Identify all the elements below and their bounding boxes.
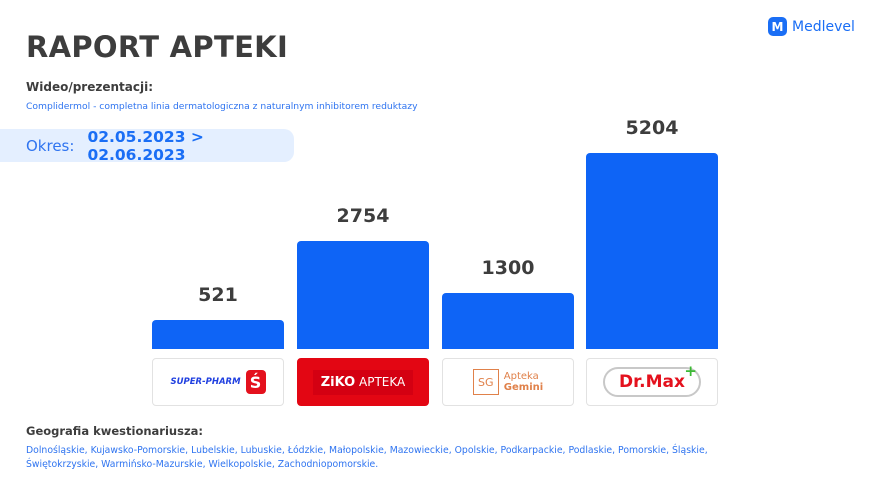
logo-ziko: ZiKO APTEKA bbox=[297, 358, 429, 406]
ziko-apteka: APTEKA bbox=[355, 374, 406, 389]
period-value: 02.05.2023 > 02.06.2023 bbox=[87, 127, 204, 164]
super-pharm-icon: Ś bbox=[245, 370, 266, 394]
geography-heading: Geografia kwestionariusza: bbox=[26, 424, 203, 438]
data-label: 1300 bbox=[481, 256, 535, 279]
gemini-line1: Apteka bbox=[503, 370, 539, 382]
logo-gemini: SG Apteka Gemini bbox=[442, 358, 574, 406]
data-label: 5204 bbox=[625, 117, 679, 140]
data-label: 521 bbox=[198, 284, 238, 307]
subtitle: Wideo/prezentacji: bbox=[26, 80, 153, 94]
bar-2 bbox=[442, 292, 574, 349]
gemini-text: Apteka Gemini bbox=[504, 371, 543, 394]
brand-name: Medlevel bbox=[792, 18, 855, 35]
ziko-bold: ZiKO bbox=[320, 374, 356, 390]
bar-0 bbox=[152, 320, 284, 349]
logo-drmax: Dr.Max + bbox=[586, 358, 718, 406]
medlevel-icon: M bbox=[768, 17, 787, 36]
geography-regions: Dolnośląskie, Kujawsko-Pomorskie, Lubels… bbox=[26, 445, 708, 470]
period-banner: Okres: 02.05.2023 > 02.06.2023 bbox=[0, 127, 294, 164]
data-label: 2754 bbox=[336, 204, 390, 227]
ziko-text: ZiKO APTEKA bbox=[312, 369, 414, 395]
bar-chart: 521 2754 1300 5204 bbox=[152, 117, 718, 349]
product-description: Complidermol - completna linia dermatolo… bbox=[26, 101, 418, 112]
period-label: Okres: bbox=[26, 136, 75, 155]
drmax-text: Dr.Max + bbox=[603, 362, 701, 397]
logo-super-pharm: SUPER-PHARM Ś bbox=[152, 358, 284, 406]
plus-icon: + bbox=[684, 362, 697, 380]
bar-3 bbox=[586, 153, 718, 349]
drmax-name: Dr.Max bbox=[619, 372, 685, 392]
gemini-line2: Gemini bbox=[503, 382, 544, 393]
medlevel-logo: M Medlevel bbox=[768, 17, 855, 36]
gemini-cross-icon: SG bbox=[472, 369, 499, 395]
page-title: RAPORT APTEKI bbox=[26, 30, 289, 64]
bar-1 bbox=[297, 240, 429, 349]
super-pharm-text: SUPER-PHARM bbox=[170, 377, 241, 387]
